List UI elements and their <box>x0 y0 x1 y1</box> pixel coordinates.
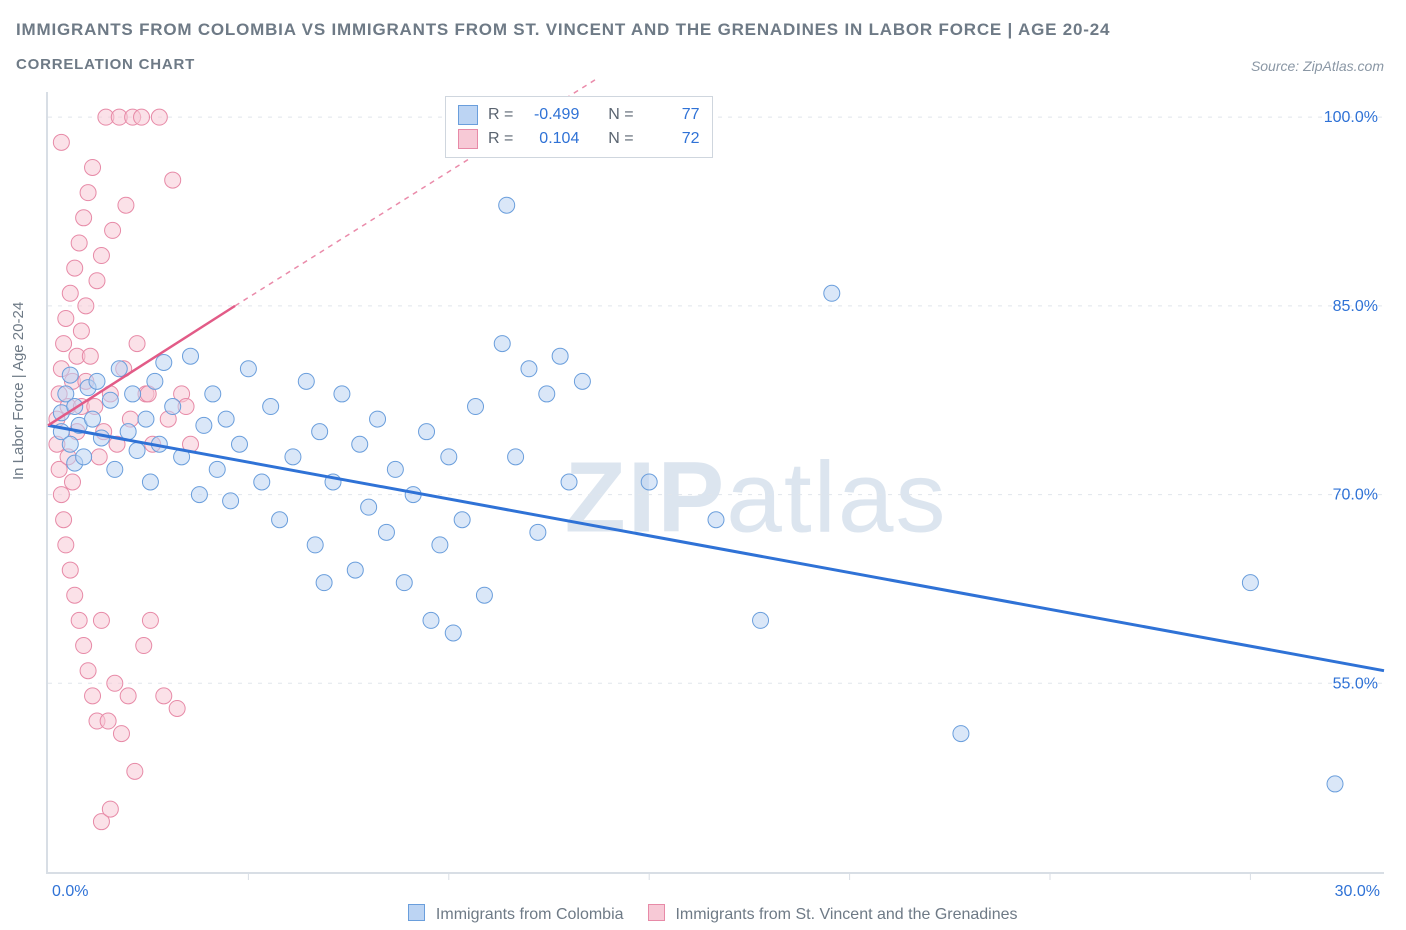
svg-text:55.0%: 55.0% <box>1333 675 1378 692</box>
y-axis-label: In Labor Force | Age 20-24 <box>10 302 27 480</box>
chart-title: IMMIGRANTS FROM COLOMBIA VS IMMIGRANTS F… <box>16 20 1110 40</box>
svg-text:100.0%: 100.0% <box>1324 109 1378 126</box>
correlation-legend: R =-0.499 N =77R =0.104 N =72 <box>445 96 713 158</box>
series-legend: Immigrants from Colombia Immigrants from… <box>0 904 1406 924</box>
legend-swatch-b <box>648 904 665 921</box>
chart-subtitle: CORRELATION CHART <box>16 56 195 73</box>
svg-text:0.0%: 0.0% <box>52 883 88 900</box>
svg-text:85.0%: 85.0% <box>1333 298 1378 315</box>
source-attribution: Source: ZipAtlas.com <box>1251 58 1384 74</box>
svg-text:30.0%: 30.0% <box>1335 883 1380 900</box>
legend-label-a: Immigrants from Colombia <box>436 906 624 923</box>
scatter-plot: ZIPatlas 55.0%70.0%85.0%100.0%0.0%30.0% <box>46 92 1384 874</box>
svg-text:70.0%: 70.0% <box>1333 487 1378 504</box>
legend-label-b: Immigrants from St. Vincent and the Gren… <box>675 906 1017 923</box>
legend-swatch-a <box>408 904 425 921</box>
